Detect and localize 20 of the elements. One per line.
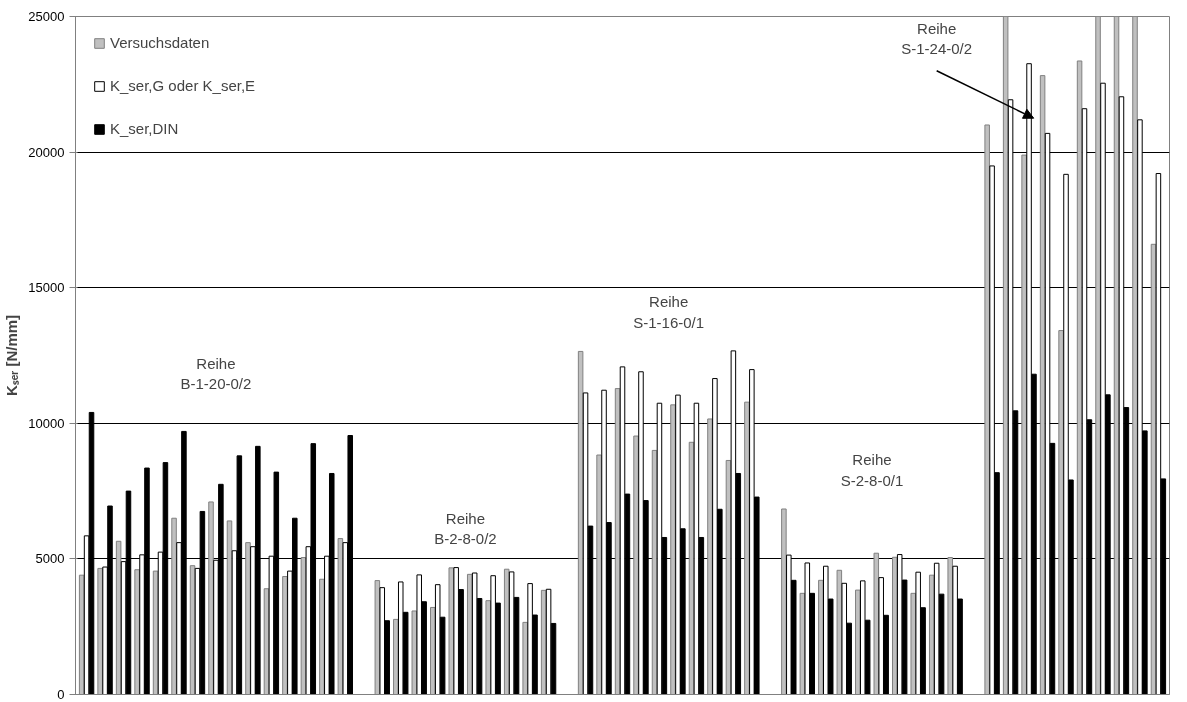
y-axis-title: Kₛₑᵣ [N/mm] — [3, 314, 21, 397]
annotation: Reihe B-2-8-0/2 — [434, 509, 497, 548]
annotation: Reihe B-1-20-0/2 — [180, 354, 252, 393]
legend-label: Versuchsdaten — [110, 34, 210, 51]
bar — [508, 571, 515, 695]
y-tick-label: 0 — [57, 687, 65, 702]
y-tick-label: 15000 — [28, 280, 65, 296]
bar — [841, 582, 848, 695]
annotation: Reihe S-1-16-0/1 — [633, 293, 705, 331]
bar — [804, 562, 811, 695]
bar — [379, 587, 386, 695]
legend-label: K_ser,G oder K_ser,E — [110, 77, 256, 94]
annotation: Reihe S-1-24-0/2 — [901, 19, 973, 58]
legend-label: K_ser,DIN — [110, 120, 179, 137]
y-tick-label: 25000 — [28, 9, 65, 24]
y-tick-label: 20000 — [28, 144, 65, 160]
y-tick-label: 5000 — [35, 551, 65, 567]
y-tick-label: 10000 — [28, 415, 65, 431]
annotation: Reihe S-2-8-0/1 — [840, 451, 904, 489]
bar — [545, 588, 552, 695]
